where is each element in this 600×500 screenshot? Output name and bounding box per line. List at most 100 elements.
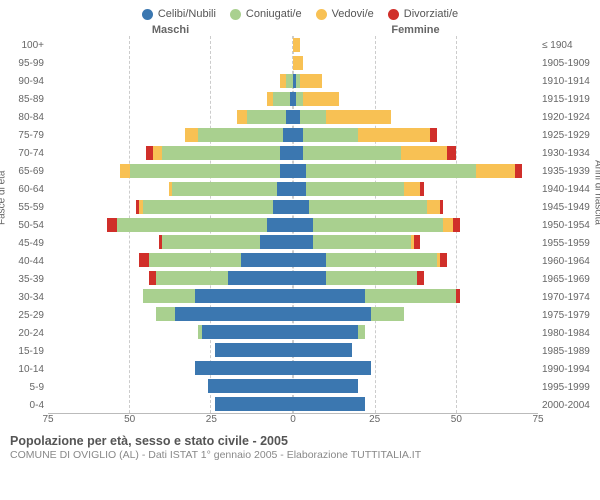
bar-segment	[283, 128, 293, 142]
bar-segment	[326, 253, 437, 267]
bar-segment	[153, 146, 163, 160]
bar-segment	[198, 128, 283, 142]
bar-segment	[215, 343, 293, 357]
x-ticks: 7550250255075	[48, 414, 538, 428]
bar-segment	[326, 271, 417, 285]
birth-label: 2000-2004	[542, 396, 600, 414]
bar-segment	[515, 164, 522, 178]
bar-segment	[476, 164, 515, 178]
legend-label: Celibi/Nubili	[158, 8, 216, 20]
bar-segment	[371, 307, 404, 321]
bar-segment	[215, 397, 293, 411]
bar-segment	[417, 271, 424, 285]
birth-label: 1965-1969	[542, 270, 600, 288]
chart-subtitle: COMUNE DI OVIGLIO (AL) - Dati ISTAT 1° g…	[10, 449, 590, 461]
bar-segment	[117, 218, 267, 232]
legend-label: Divorziati/e	[404, 8, 458, 20]
bar-segment	[162, 146, 280, 160]
chart-title: Popolazione per età, sesso e stato civil…	[10, 434, 590, 448]
bar-segment	[247, 110, 286, 124]
birth-year-labels: ≤ 19041905-19091910-19141915-19191920-19…	[538, 36, 600, 414]
birth-label: 1950-1954	[542, 216, 600, 234]
bar-segment	[303, 146, 401, 160]
age-label: 10-14	[0, 360, 44, 378]
age-label: 90-94	[0, 72, 44, 90]
bar-rows	[48, 36, 538, 413]
birth-label: 1975-1979	[542, 306, 600, 324]
pyramid-row	[48, 251, 538, 269]
pyramid-row	[48, 233, 538, 251]
female-label: Femmine	[293, 24, 538, 36]
age-label: 40-44	[0, 252, 44, 270]
bar-segment	[195, 289, 293, 303]
pyramid-row	[48, 287, 538, 305]
age-label: 0-4	[0, 396, 44, 414]
pyramid-row	[48, 323, 538, 341]
legend-label: Vedovi/e	[332, 8, 374, 20]
gender-labels: Maschi Femmine	[0, 24, 600, 36]
bar-segment	[273, 92, 289, 106]
bar-segment	[453, 218, 460, 232]
bar-segment	[280, 164, 293, 178]
bar-segment	[293, 325, 358, 339]
bar-segment	[293, 379, 358, 393]
bar-segment	[306, 182, 404, 196]
pyramid-row	[48, 395, 538, 413]
bar-segment	[440, 253, 447, 267]
bar-segment	[293, 128, 303, 142]
pyramid-row	[48, 341, 538, 359]
bar-segment	[293, 182, 306, 196]
bar-segment	[427, 200, 440, 214]
bar-segment	[293, 56, 303, 70]
age-labels: 100+95-9990-9485-8980-8475-7970-7465-696…	[0, 36, 48, 414]
legend: Celibi/NubiliConiugati/eVedovi/eDivorzia…	[0, 0, 600, 24]
bar-segment	[293, 307, 371, 321]
bar-segment	[414, 235, 421, 249]
bar-segment	[172, 182, 277, 196]
bar-segment	[293, 164, 306, 178]
bar-segment	[293, 397, 365, 411]
bar-segment	[447, 146, 457, 160]
birth-label: 1980-1984	[542, 324, 600, 342]
x-tick: 25	[206, 414, 217, 425]
age-label: 55-59	[0, 198, 44, 216]
bar-segment	[175, 307, 293, 321]
bar-segment	[326, 110, 391, 124]
age-label: 95-99	[0, 54, 44, 72]
bar-segment	[365, 289, 456, 303]
age-label: 45-49	[0, 234, 44, 252]
birth-label: 1905-1909	[542, 54, 600, 72]
bar-segment	[313, 218, 444, 232]
birth-label: 1945-1949	[542, 198, 600, 216]
bar-segment	[156, 307, 176, 321]
bar-segment	[293, 361, 371, 375]
birth-label: 1990-1994	[542, 360, 600, 378]
x-tick: 75	[532, 414, 543, 425]
pyramid-row	[48, 36, 538, 54]
bar-segment	[401, 146, 447, 160]
bar-segment	[293, 200, 309, 214]
age-label: 20-24	[0, 324, 44, 342]
pyramid-row	[48, 144, 538, 162]
birth-label: 1910-1914	[542, 72, 600, 90]
population-pyramid: 100+95-9990-9485-8980-8475-7970-7465-696…	[0, 36, 600, 414]
age-label: 60-64	[0, 180, 44, 198]
bar-segment	[195, 361, 293, 375]
chart-footer: Popolazione per età, sesso e stato civil…	[0, 428, 600, 461]
bar-segment	[156, 271, 228, 285]
pyramid-row	[48, 269, 538, 287]
bar-segment	[208, 379, 293, 393]
bar-segment	[120, 164, 130, 178]
birth-label: 1915-1919	[542, 90, 600, 108]
bar-segment	[293, 146, 303, 160]
age-label: 80-84	[0, 108, 44, 126]
bar-segment	[358, 128, 430, 142]
bar-segment	[443, 218, 453, 232]
bar-segment	[303, 92, 339, 106]
bar-segment	[149, 253, 240, 267]
bar-segment	[241, 253, 293, 267]
birth-label: 1970-1974	[542, 288, 600, 306]
age-label: 65-69	[0, 162, 44, 180]
legend-item: Celibi/Nubili	[142, 8, 216, 20]
bar-segment	[260, 235, 293, 249]
